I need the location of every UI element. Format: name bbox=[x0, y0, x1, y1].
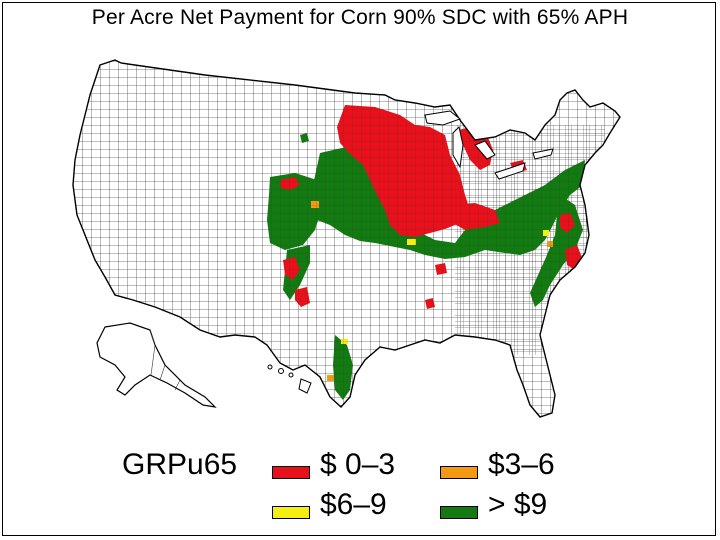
legend-item-3-6: $3–6 bbox=[440, 448, 555, 482]
legend-swatch-yellow bbox=[272, 505, 310, 519]
legend-swatch-orange bbox=[440, 465, 478, 479]
map-title: Per Acre Net Payment for Corn 90% SDC wi… bbox=[91, 6, 629, 29]
us-county-map bbox=[72, 59, 621, 418]
legend-item-0-3: $ 0–3 bbox=[272, 448, 395, 482]
legend-label-3-6: $3–6 bbox=[488, 448, 555, 481]
legend-swatch-red bbox=[272, 465, 310, 479]
legend-item-over-9: > $9 bbox=[440, 488, 547, 522]
legend-label-0-3: $ 0–3 bbox=[320, 448, 396, 481]
hawaii-counties bbox=[267, 364, 312, 394]
great-lakes bbox=[424, 110, 554, 180]
legend-label-over-9: > $9 bbox=[488, 488, 548, 521]
legend-code: GRPu65 bbox=[122, 448, 238, 481]
legend-item-6-9: $6–9 bbox=[272, 488, 387, 522]
legend-swatch-green bbox=[440, 505, 478, 519]
alaska-counties bbox=[96, 322, 217, 408]
us-outline bbox=[72, 59, 621, 418]
legend-label-6-9: $6–9 bbox=[320, 488, 387, 521]
